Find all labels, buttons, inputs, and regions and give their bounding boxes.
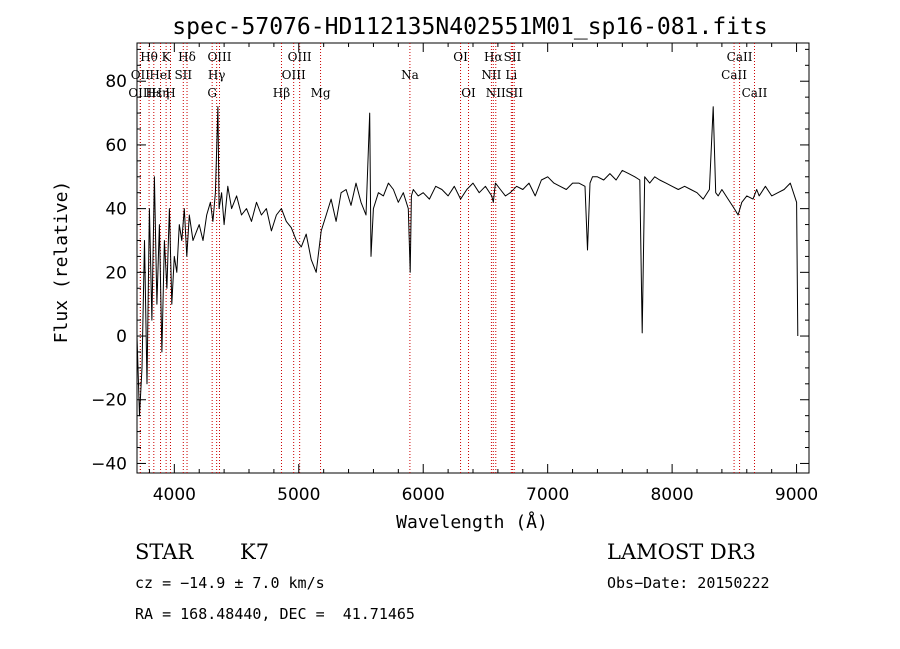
line-label-17: Na <box>401 68 419 82</box>
line-label-2: OIII <box>128 86 152 100</box>
x-tick-label-1: 5000 <box>277 485 320 505</box>
line-label-19: OI <box>461 86 476 100</box>
y-tick-label-5: 60 <box>105 136 127 156</box>
chart-title: spec-57076-HD112135N402551M01_sp16-081.f… <box>172 14 767 40</box>
line-label-0: Hθ <box>140 50 158 64</box>
y-tick-label-1: −20 <box>91 391 127 411</box>
line-label-21: SII <box>504 50 522 64</box>
line-label-18: OI <box>453 50 468 64</box>
spectrum-line <box>136 106 799 417</box>
x-tick-label-0: 4000 <box>153 485 196 505</box>
x-axis-label: Wavelength (Å) <box>396 511 548 533</box>
line-label-11: Hγ <box>208 68 226 82</box>
line-label-22: NII <box>481 68 501 82</box>
line-label-25: SII <box>505 86 523 100</box>
line-label-16: Mg <box>311 86 331 100</box>
line-label-8: H <box>165 86 175 100</box>
y-tick-label-2: 0 <box>116 327 127 347</box>
class-label: STAR <box>135 540 194 564</box>
y-tick-label-4: 40 <box>105 200 127 220</box>
spectrum-series <box>136 106 799 417</box>
x-tick-label-4: 8000 <box>650 485 693 505</box>
emission-lines <box>139 43 755 473</box>
line-label-20: Hα <box>484 50 503 64</box>
line-label-9: Hδ <box>178 50 196 64</box>
y-tick-label-6: 80 <box>105 72 127 92</box>
line-label-26: CaII <box>727 50 753 64</box>
line-label-28: CaII <box>742 86 768 100</box>
survey-label: LAMOST DR3 <box>607 540 756 564</box>
line-label-5: Hη <box>152 86 170 100</box>
line-label-1: OII <box>131 68 151 82</box>
subclass-label: K7 <box>240 540 270 564</box>
line-label-10: OIII <box>207 50 231 64</box>
radec-text: RA = 168.48440, DEC = 41.71465 <box>135 605 415 623</box>
line-label-4: HeI <box>149 68 172 82</box>
obs-date-text: Obs−Date: 20150222 <box>607 574 770 592</box>
x-tick-label-2: 6000 <box>402 485 445 505</box>
x-tick-label-5: 9000 <box>775 485 818 505</box>
y-axis: −40 −20 0 20 40 60 80 <box>91 48 809 474</box>
line-label-3: Hε <box>145 86 162 100</box>
line-label-7: SII <box>174 68 192 82</box>
line-label-12: G <box>207 86 217 100</box>
line-label-6: K <box>162 50 172 64</box>
line-label-27: CaII <box>721 68 747 82</box>
plot-frame <box>136 42 810 474</box>
line-label-14: OIII <box>288 50 312 64</box>
line-label-13: Hβ <box>273 86 290 100</box>
x-axis: 4000 5000 6000 7000 8000 9000 <box>148 43 818 505</box>
x-tick-label-3: 7000 <box>526 485 569 505</box>
redshift-text: cz = −14.9 ± 7.0 km/s <box>135 574 325 592</box>
y-axis-label: Flux (relative) <box>51 181 72 344</box>
line-label-24: NII <box>486 86 506 100</box>
line-label-15: OIII <box>282 68 306 82</box>
y-tick-label-3: 20 <box>105 263 127 283</box>
y-tick-label-0: −40 <box>91 454 127 474</box>
line-label-23: Li <box>505 68 517 82</box>
